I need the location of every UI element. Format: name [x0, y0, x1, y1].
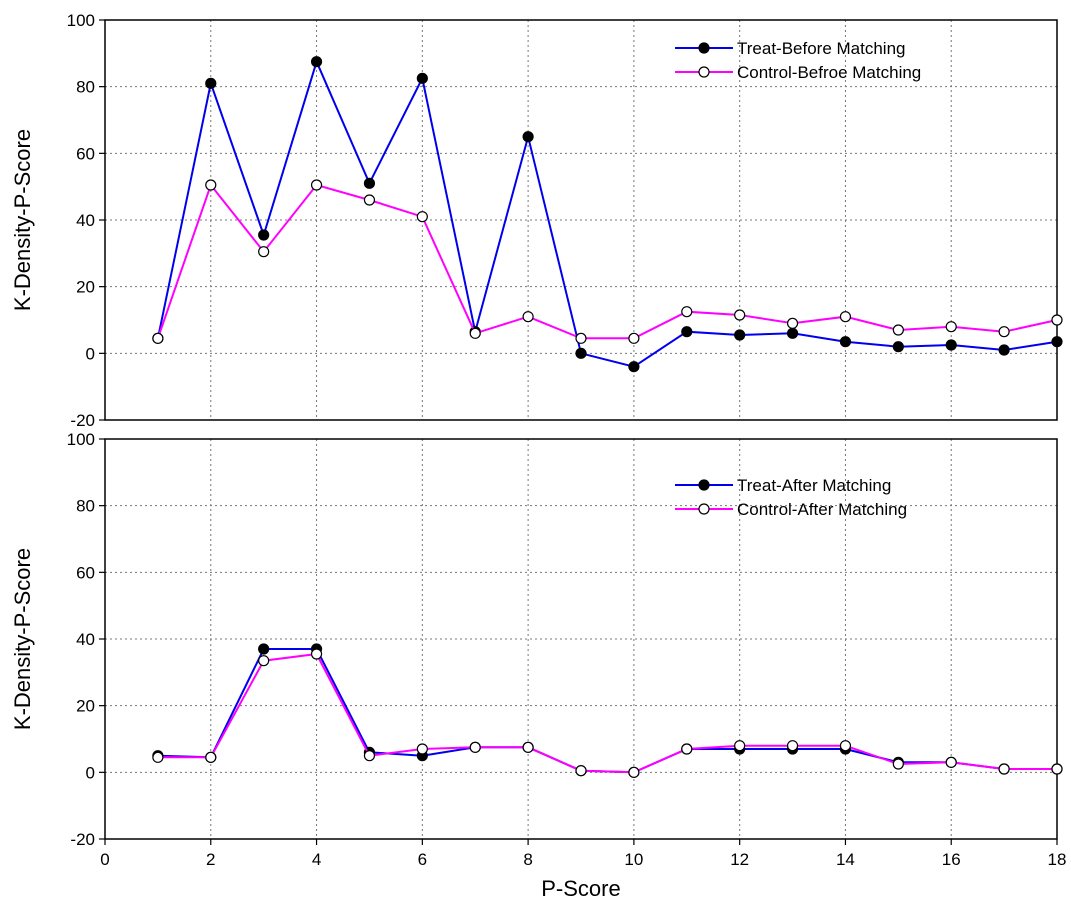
data-point [839, 336, 852, 348]
data-point [734, 309, 746, 321]
data-point [839, 740, 852, 752]
y-tick-label: 80 [76, 78, 95, 97]
data-point [205, 751, 217, 763]
data-point [522, 311, 534, 323]
y-tick-label: 80 [76, 497, 95, 516]
data-point [469, 327, 481, 339]
x-tick-label: 16 [942, 850, 961, 869]
legend-label: Control-Befroe Matching [737, 63, 921, 82]
data-point [152, 751, 164, 763]
series-line-1 [156, 182, 1058, 340]
data-point [522, 741, 534, 753]
x-tick-label: 2 [206, 850, 215, 869]
series-line-1 [157, 652, 1057, 774]
y-tick-label: 100 [67, 430, 95, 449]
data-point [998, 763, 1010, 775]
legend-marker [698, 479, 710, 491]
y-tick-label: 60 [76, 144, 95, 163]
y-axis-title: K-Density-P-Score [10, 129, 35, 311]
data-point [681, 743, 693, 755]
y-tick-label: 100 [67, 11, 95, 30]
data-point [205, 77, 217, 89]
series-line-0 [156, 58, 1058, 368]
data-point [945, 339, 957, 351]
data-point [416, 211, 428, 223]
legend-label: Treat-After Matching [737, 476, 891, 495]
data-point [1051, 336, 1063, 348]
data-point [258, 229, 270, 241]
bottom-panel: -20 0 20 40 60 80 100 K-Density-P-Score Treat-Af… [10, 430, 1063, 849]
data-point [522, 131, 534, 143]
data-point [628, 766, 640, 778]
series-line-0 [157, 648, 1057, 774]
data-point [258, 246, 270, 258]
x-tick-label: 18 [1048, 850, 1067, 869]
legend-label: Treat-Before Matching [737, 39, 906, 58]
x-tick-label: 6 [418, 850, 427, 869]
y-tick-label: -20 [70, 411, 95, 430]
data-point [363, 177, 376, 189]
y-tick-label: 0 [86, 763, 95, 782]
legend-label: Control-After Matching [737, 500, 907, 519]
data-point [628, 361, 640, 373]
data-point [258, 643, 270, 655]
data-point [786, 740, 799, 752]
data-point [1051, 763, 1063, 775]
data-point [786, 317, 799, 329]
x-tick-label: 12 [730, 850, 749, 869]
data-point [363, 194, 376, 206]
legend-marker [698, 42, 710, 54]
data-point [152, 332, 164, 344]
data-point [205, 179, 217, 191]
top-panel: -20 0 20 40 60 80 100 K-Density-P-Score Treat-Be… [10, 11, 1063, 430]
x-tick-label: 8 [523, 850, 532, 869]
data-point [363, 750, 376, 762]
data-point [258, 655, 270, 667]
y-tick-label: 40 [76, 630, 95, 649]
x-tick-label: 14 [836, 850, 855, 869]
data-point [892, 758, 904, 770]
data-point [1051, 314, 1063, 326]
x-tick-label: 0 [100, 850, 109, 869]
data-point [681, 306, 693, 318]
data-point [945, 321, 957, 333]
legend-marker [698, 503, 710, 515]
legend-marker [698, 66, 710, 78]
data-point [998, 326, 1010, 338]
y-tick-label: 20 [76, 697, 95, 716]
data-point [681, 326, 693, 338]
y-tick-label: 60 [76, 563, 95, 582]
x-axis-title: P-Score [541, 876, 620, 901]
data-point [786, 327, 799, 339]
y-axis-title: K-Density-P-Score [10, 548, 35, 730]
data-point [628, 332, 640, 344]
data-point [998, 344, 1010, 356]
y-tick-label: -20 [70, 830, 95, 849]
data-point [575, 347, 587, 359]
data-point [945, 756, 957, 768]
data-point [892, 341, 904, 353]
y-tick-label: 20 [76, 278, 95, 297]
data-point [892, 324, 904, 336]
data-point [575, 332, 587, 344]
data-point [310, 648, 323, 660]
data-point [575, 765, 587, 777]
x-tick-label: 10 [624, 850, 643, 869]
data-point [310, 179, 323, 191]
y-tick-label: 0 [86, 344, 95, 363]
data-point [416, 743, 428, 755]
data-point [839, 311, 852, 323]
data-point [734, 329, 746, 341]
x-axis: 0 2 4 6 8 10 12 14 16 18 [100, 839, 1066, 869]
data-point [734, 740, 746, 752]
data-point [310, 56, 323, 68]
data-point [416, 72, 428, 84]
x-tick-label: 4 [312, 850, 321, 869]
y-tick-label: 40 [76, 211, 95, 230]
data-point [469, 741, 481, 753]
